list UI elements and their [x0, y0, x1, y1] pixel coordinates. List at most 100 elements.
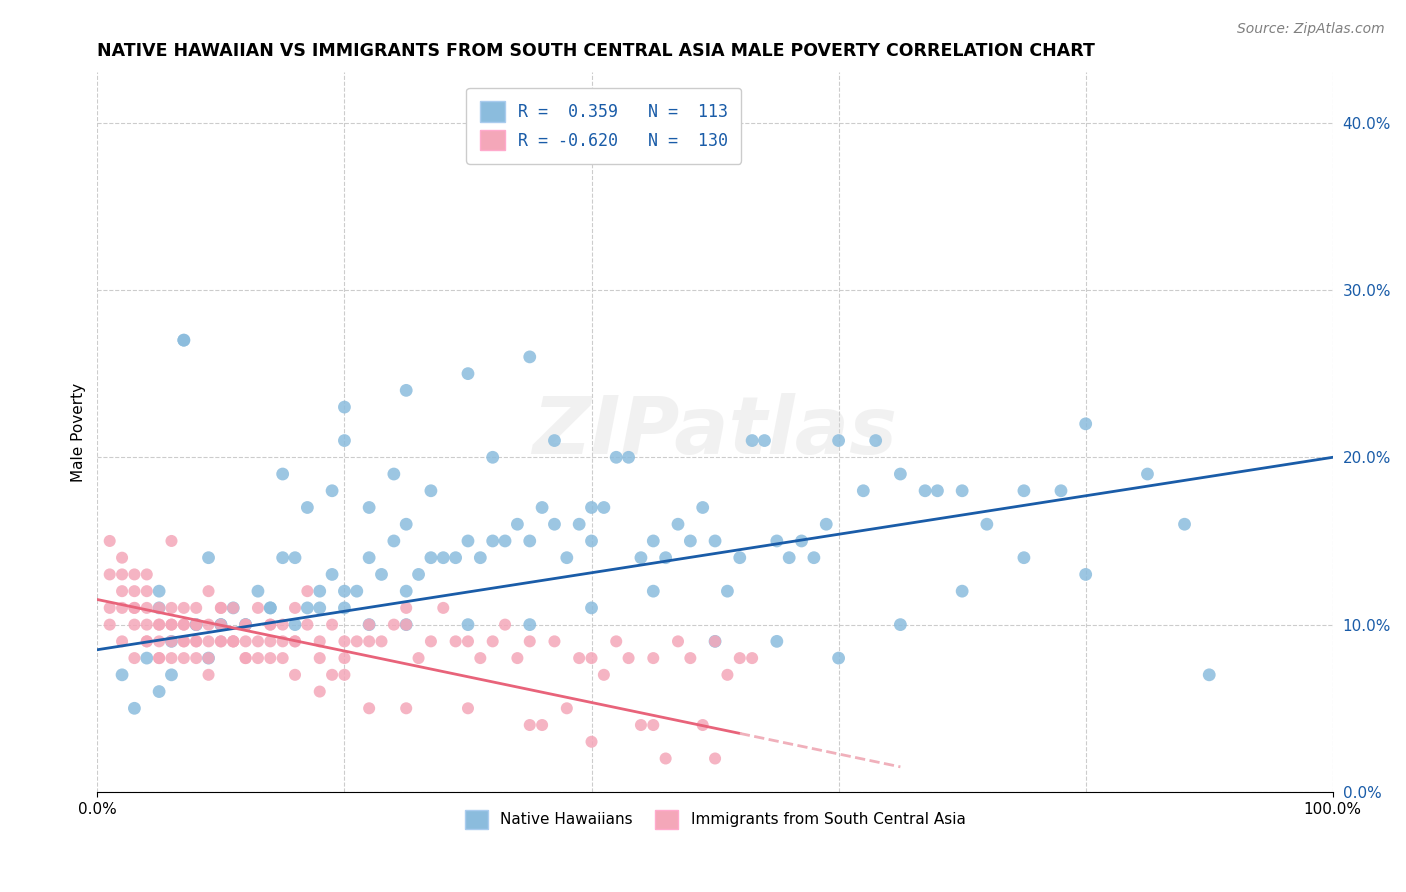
Point	[359, 617, 381, 632]
Point	[135, 567, 157, 582]
Point	[111, 550, 134, 565]
Point	[209, 617, 232, 632]
Point	[98, 567, 121, 582]
Point	[235, 651, 257, 665]
Point	[543, 434, 565, 448]
Point	[135, 634, 157, 648]
Point	[321, 617, 343, 632]
Point	[124, 584, 146, 599]
Point	[259, 634, 281, 648]
Point	[333, 651, 356, 665]
Point	[543, 517, 565, 532]
Point	[259, 600, 281, 615]
Point	[148, 600, 170, 615]
Point	[617, 450, 640, 465]
Point	[927, 483, 949, 498]
Point	[235, 617, 257, 632]
Point	[271, 634, 294, 648]
Point	[370, 634, 392, 648]
Point	[704, 751, 727, 765]
Point	[592, 500, 614, 515]
Point	[173, 617, 195, 632]
Point	[222, 600, 245, 615]
Point	[519, 350, 541, 364]
Point	[333, 434, 356, 448]
Point	[679, 533, 702, 548]
Point	[889, 617, 911, 632]
Point	[321, 567, 343, 582]
Point	[98, 600, 121, 615]
Point	[98, 617, 121, 632]
Point	[173, 634, 195, 648]
Point	[692, 500, 714, 515]
Y-axis label: Male Poverty: Male Poverty	[72, 383, 86, 482]
Point	[444, 634, 467, 648]
Point	[148, 617, 170, 632]
Point	[1136, 467, 1159, 481]
Point	[519, 718, 541, 732]
Point	[950, 584, 973, 599]
Point	[235, 617, 257, 632]
Point	[457, 617, 479, 632]
Point	[581, 651, 603, 665]
Point	[519, 533, 541, 548]
Point	[359, 550, 381, 565]
Point	[395, 617, 418, 632]
Point	[382, 533, 405, 548]
Point	[976, 517, 998, 532]
Point	[481, 450, 503, 465]
Point	[297, 617, 319, 632]
Point	[111, 584, 134, 599]
Point	[284, 617, 307, 632]
Point	[197, 550, 219, 565]
Point	[581, 500, 603, 515]
Point	[209, 600, 232, 615]
Point	[568, 651, 591, 665]
Point	[346, 584, 368, 599]
Point	[148, 684, 170, 698]
Point	[914, 483, 936, 498]
Point	[259, 651, 281, 665]
Point	[457, 367, 479, 381]
Point	[111, 668, 134, 682]
Point	[197, 584, 219, 599]
Point	[259, 600, 281, 615]
Point	[754, 434, 776, 448]
Point	[186, 600, 208, 615]
Point	[186, 634, 208, 648]
Point	[1012, 483, 1035, 498]
Point	[359, 617, 381, 632]
Point	[679, 651, 702, 665]
Point	[395, 517, 418, 532]
Point	[333, 668, 356, 682]
Point	[457, 533, 479, 548]
Point	[581, 735, 603, 749]
Point	[148, 600, 170, 615]
Point	[284, 634, 307, 648]
Point	[135, 584, 157, 599]
Point	[235, 617, 257, 632]
Point	[284, 600, 307, 615]
Point	[728, 651, 751, 665]
Point	[124, 600, 146, 615]
Point	[308, 651, 330, 665]
Point	[766, 634, 789, 648]
Point	[246, 600, 269, 615]
Point	[506, 517, 529, 532]
Point	[408, 651, 430, 665]
Point	[271, 550, 294, 565]
Point	[209, 617, 232, 632]
Text: ZIPatlas: ZIPatlas	[533, 393, 897, 471]
Point	[308, 634, 330, 648]
Point	[494, 533, 516, 548]
Point	[419, 634, 441, 648]
Point	[815, 517, 838, 532]
Point	[519, 617, 541, 632]
Point	[209, 634, 232, 648]
Point	[581, 533, 603, 548]
Point	[333, 600, 356, 615]
Point	[470, 651, 492, 665]
Point	[728, 550, 751, 565]
Point	[716, 668, 738, 682]
Point	[630, 550, 652, 565]
